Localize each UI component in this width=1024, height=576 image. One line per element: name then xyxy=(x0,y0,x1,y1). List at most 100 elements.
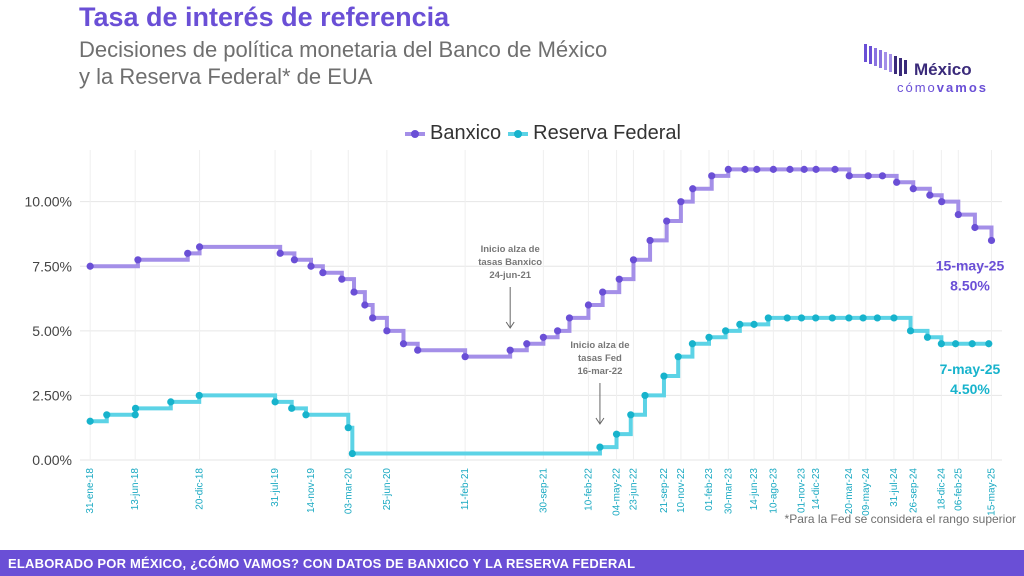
data-point xyxy=(290,256,299,264)
data-point xyxy=(539,333,547,341)
data-point xyxy=(288,404,296,412)
data-point xyxy=(663,217,671,225)
data-point xyxy=(615,275,623,283)
end-label-date: 7-may-25 xyxy=(940,361,1001,377)
y-tick-label: 5.00% xyxy=(32,323,72,339)
data-point xyxy=(383,327,391,335)
data-point xyxy=(722,327,730,335)
data-point xyxy=(506,346,514,354)
x-tick-label: 04-may-22 xyxy=(612,468,623,516)
data-point xyxy=(276,249,284,257)
data-point xyxy=(878,172,887,180)
subtitle-line-1: Decisiones de política monetaria del Ban… xyxy=(79,37,608,62)
data-point xyxy=(131,404,140,412)
data-point xyxy=(660,372,668,380)
data-point xyxy=(831,165,839,173)
data-point xyxy=(783,314,791,322)
annotation-text: Inicio alza de xyxy=(481,244,540,255)
data-point xyxy=(786,165,794,173)
data-point xyxy=(399,340,408,348)
end-label-value: 4.50% xyxy=(950,381,990,397)
data-point xyxy=(764,314,772,322)
x-tick-label: 30-sep-21 xyxy=(538,468,549,513)
y-tick-label: 7.50% xyxy=(32,258,72,274)
data-point xyxy=(86,262,94,270)
legend-label-banxico: Banxico xyxy=(430,122,502,144)
data-point xyxy=(674,353,682,361)
data-point xyxy=(414,346,422,354)
data-point xyxy=(565,314,574,322)
series-line-fed xyxy=(90,315,989,456)
x-tick-label: 14-jun-23 xyxy=(749,468,760,511)
data-point xyxy=(873,314,881,322)
logo-word: México xyxy=(914,60,972,79)
data-point xyxy=(369,314,377,322)
data-point xyxy=(705,333,713,341)
data-point xyxy=(361,301,369,309)
annotation-text: tasas Fed xyxy=(578,353,622,364)
data-point xyxy=(812,165,820,173)
data-point xyxy=(797,314,806,322)
data-point xyxy=(954,210,962,219)
data-point xyxy=(338,275,346,283)
annotation-arrowhead-icon xyxy=(505,321,515,329)
data-point xyxy=(968,340,976,348)
legend-label-fed: Reserva Federal xyxy=(533,122,681,144)
y-tick-label: 2.50% xyxy=(32,387,72,403)
x-tick-label: 26-sep-24 xyxy=(908,468,919,513)
y-tick-label: 10.00% xyxy=(25,194,72,210)
data-point xyxy=(923,333,932,341)
legend: Banxico Reserva Federal xyxy=(404,122,681,145)
data-point xyxy=(937,340,945,348)
logo-bars-icon xyxy=(864,44,907,76)
data-point xyxy=(302,411,310,419)
data-point xyxy=(951,340,960,348)
annotation-text: 16-mar-22 xyxy=(577,366,622,377)
x-tick-label: 15-may-25 xyxy=(986,468,997,516)
legend-item-banxico[interactable]: Banxico xyxy=(404,122,501,145)
x-tick-label: 06-feb-25 xyxy=(953,468,964,511)
logo-sub: cómovamos xyxy=(897,80,988,95)
data-point xyxy=(689,185,697,193)
y-tick-label: 0.00% xyxy=(32,452,72,468)
data-point xyxy=(893,178,901,186)
end-label-value: 8.50% xyxy=(950,277,990,293)
data-point xyxy=(828,314,836,322)
x-tick-label: 13-jun-18 xyxy=(130,468,141,511)
data-point xyxy=(845,314,853,322)
x-tick-label: 23-jun-22 xyxy=(628,468,639,511)
data-point xyxy=(736,320,744,328)
data-point xyxy=(864,172,872,180)
x-tick-label: 01-feb-23 xyxy=(704,468,715,511)
data-point xyxy=(646,236,654,245)
logo-sub-bold: vamos xyxy=(936,80,988,95)
data-point xyxy=(86,417,94,425)
legend-item-fed[interactable]: Reserva Federal xyxy=(507,122,681,145)
x-tick-label: 31-ene-18 xyxy=(85,468,96,514)
data-point xyxy=(971,223,979,232)
annotation-text: Inicio alza de xyxy=(570,340,629,351)
end-label-date: 15-may-25 xyxy=(936,257,1005,273)
chart-subtitle: Decisiones de política monetaria del Ban… xyxy=(79,36,607,90)
legend-marker-fed-icon xyxy=(508,129,529,138)
x-tick-label: 21-sep-22 xyxy=(659,468,670,513)
data-point xyxy=(195,391,203,400)
logo-sub-light: cómo xyxy=(897,80,937,95)
data-point xyxy=(319,269,327,277)
data-point xyxy=(629,256,638,264)
x-tick-label: 10-nov-22 xyxy=(676,468,687,513)
data-point xyxy=(906,327,915,335)
data-point xyxy=(677,198,685,206)
data-point xyxy=(769,165,777,173)
data-point xyxy=(271,398,279,406)
x-tick-label: 14-nov-19 xyxy=(306,468,317,513)
data-point xyxy=(167,398,175,406)
data-point xyxy=(344,424,352,432)
x-tick-label: 20-mar-24 xyxy=(844,468,855,515)
data-point xyxy=(523,340,531,348)
x-tick-label: 11-feb-21 xyxy=(460,468,471,511)
data-point xyxy=(627,411,635,419)
chart-title: Tasa de interés de referencia xyxy=(79,2,450,32)
mexico-como-vamos-logo: México cómovamos xyxy=(862,40,992,98)
